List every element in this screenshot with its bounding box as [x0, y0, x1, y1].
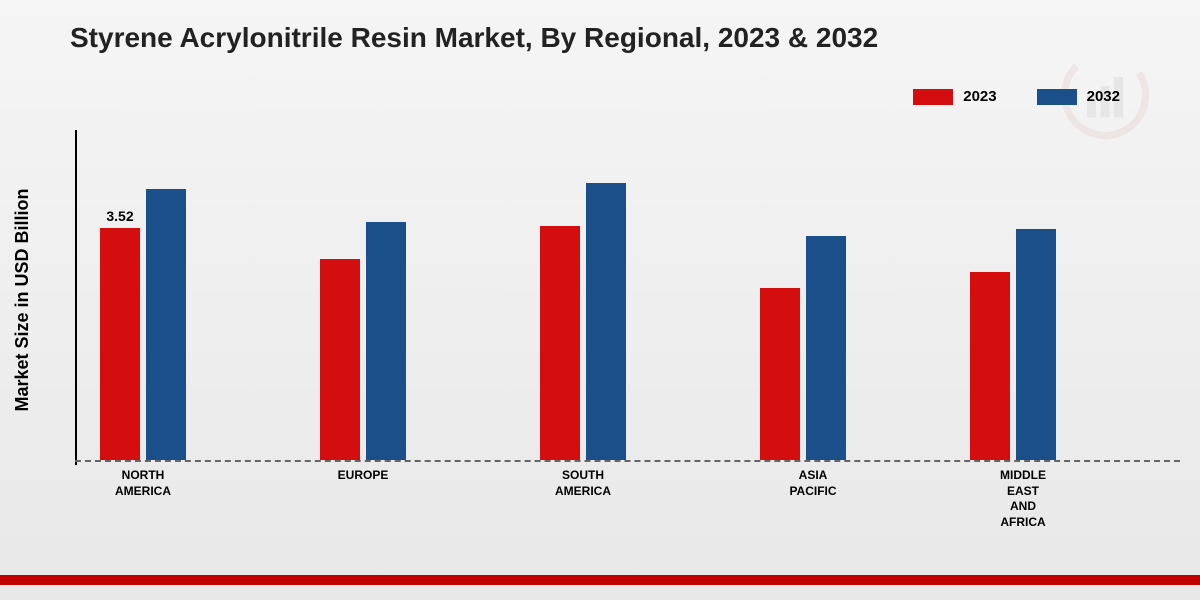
bar-2032 [146, 189, 186, 460]
bar-2023 [320, 259, 360, 460]
footer-accent-bar [0, 575, 1200, 585]
legend-swatch-2023 [913, 89, 953, 105]
bar-2032 [586, 183, 626, 460]
bar-2023 [540, 226, 580, 460]
bar-2032 [366, 222, 406, 460]
bar-value-label: 3.52 [106, 208, 133, 224]
y-axis-label: Market Size in USD Billion [12, 188, 33, 411]
legend-item-2032: 2032 [1037, 88, 1120, 105]
y-axis-line [75, 130, 77, 465]
bar-group [540, 183, 626, 460]
x-category-label: SOUTH AMERICA [540, 468, 626, 499]
bar-2023 [760, 288, 800, 460]
legend-swatch-2032 [1037, 89, 1077, 105]
legend-item-2023: 2023 [913, 88, 996, 105]
bar-group: 3.52 [100, 189, 186, 460]
bar-group [970, 229, 1056, 460]
plot-area: 3.52 [90, 130, 1170, 460]
legend-label-2023: 2023 [963, 88, 996, 105]
bar-group [760, 236, 846, 460]
bar-2023: 3.52 [100, 228, 140, 460]
legend-label-2032: 2032 [1087, 88, 1120, 105]
baseline [75, 460, 1180, 462]
bar-group [320, 222, 406, 460]
legend: 2023 2032 [913, 88, 1120, 105]
chart-title: Styrene Acrylonitrile Resin Market, By R… [70, 22, 878, 54]
bar-2023 [970, 272, 1010, 460]
x-category-label: ASIA PACIFIC [770, 468, 856, 499]
bar-2032 [806, 236, 846, 460]
x-category-label: NORTH AMERICA [100, 468, 186, 499]
bar-2032 [1016, 229, 1056, 460]
x-category-label: MIDDLE EAST AND AFRICA [980, 468, 1066, 530]
x-category-label: EUROPE [320, 468, 406, 484]
